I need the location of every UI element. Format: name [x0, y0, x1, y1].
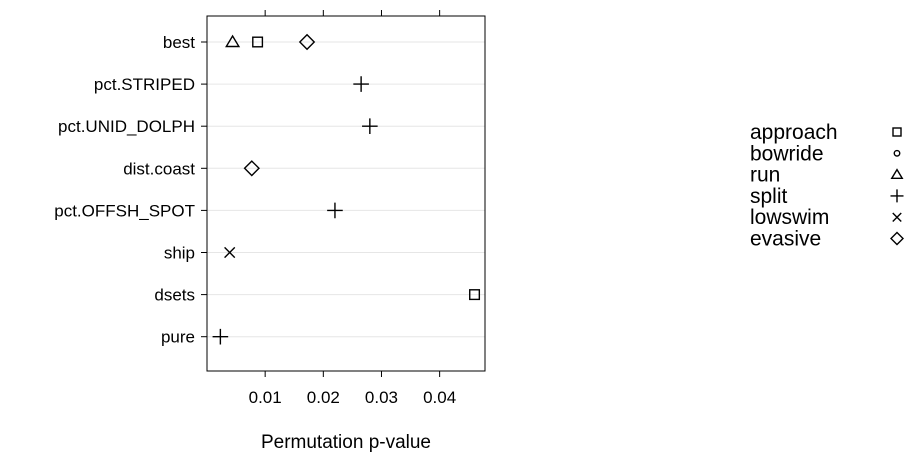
point-approach [252, 36, 264, 48]
y-tick-label: best [163, 33, 195, 52]
x-axis: 0.01 0.02 0.03 0.04 [249, 10, 456, 407]
point-lowswim [224, 246, 236, 259]
legend-label: bowride [750, 142, 824, 165]
point-evasive [298, 33, 316, 51]
y-tick-label: pct.OFFSH_SPOT [54, 201, 195, 220]
legend-marker-bowride [893, 149, 901, 157]
legend-marker-lowswim [892, 212, 902, 222]
grid-lines [207, 41, 485, 338]
y-tick-label: pct.STRIPED [94, 75, 195, 94]
legend-label: run [750, 164, 780, 187]
legend-label: evasive [750, 228, 821, 251]
x-axis-label: Permutation p-value [261, 432, 431, 453]
plot-frame [206, 15, 486, 372]
data-points [212, 33, 481, 345]
legend-marker-split [890, 189, 904, 203]
y-tick-label: pct.UNID_DOLPH [58, 117, 195, 136]
legend-marker-run [890, 168, 904, 180]
point-split [327, 202, 343, 219]
x-tick-label: 0.01 [249, 388, 282, 407]
legend-label: approach [750, 121, 838, 144]
x-tick-label: 0.02 [307, 388, 340, 407]
legend-label: lowswim [750, 206, 829, 229]
y-axis-categories: best pct.STRIPED pct.UNID_DOLPH dist.coast p… [54, 33, 207, 347]
x-tick-label: 0.04 [423, 388, 456, 407]
point-approach [469, 289, 481, 301]
legend-marker-approach [892, 127, 902, 137]
x-tick-label: 0.03 [365, 388, 398, 407]
point-evasive [243, 160, 260, 177]
point-split [212, 328, 229, 345]
y-tick-label: pure [161, 328, 195, 347]
point-run [225, 34, 241, 48]
legend-label: split [750, 185, 788, 208]
point-split [362, 118, 378, 134]
point-split [353, 76, 369, 92]
y-tick-label: ship [164, 244, 195, 263]
legend-marker-evasive [890, 231, 904, 246]
y-tick-label: dsets [154, 286, 195, 305]
y-tick-label: dist.coast [123, 159, 195, 178]
